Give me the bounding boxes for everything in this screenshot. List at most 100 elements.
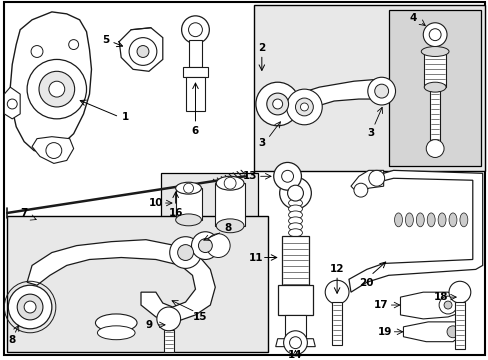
Text: 12: 12	[329, 264, 344, 274]
Polygon shape	[182, 67, 208, 77]
Polygon shape	[400, 292, 462, 319]
Bar	[253, 5, 484, 171]
Ellipse shape	[437, 213, 445, 227]
Ellipse shape	[175, 182, 201, 194]
Ellipse shape	[288, 205, 302, 213]
Circle shape	[69, 40, 79, 50]
Circle shape	[325, 280, 348, 304]
Circle shape	[177, 245, 193, 261]
Text: 8: 8	[224, 223, 231, 233]
Ellipse shape	[405, 213, 412, 227]
Circle shape	[446, 326, 458, 338]
Text: 19: 19	[377, 327, 391, 337]
Ellipse shape	[95, 314, 137, 332]
Circle shape	[289, 337, 301, 348]
Polygon shape	[297, 79, 383, 117]
Bar	[429, 91, 439, 147]
Ellipse shape	[288, 199, 302, 207]
Text: 5: 5	[102, 35, 109, 45]
Circle shape	[273, 162, 301, 190]
Ellipse shape	[415, 213, 424, 227]
Ellipse shape	[97, 326, 135, 340]
Text: 6: 6	[191, 126, 199, 136]
Ellipse shape	[424, 82, 445, 92]
Ellipse shape	[288, 223, 302, 231]
Text: 14: 14	[287, 350, 302, 360]
Polygon shape	[185, 77, 205, 111]
Text: 1: 1	[122, 112, 128, 122]
Text: 4: 4	[409, 13, 416, 23]
Ellipse shape	[459, 213, 467, 227]
Circle shape	[181, 16, 209, 44]
Circle shape	[426, 140, 443, 157]
Text: 11: 11	[248, 252, 263, 262]
Bar	[161, 173, 257, 243]
Polygon shape	[403, 322, 459, 342]
Text: 3: 3	[366, 128, 374, 138]
Bar	[277, 285, 313, 315]
Text: 9: 9	[145, 320, 152, 330]
Circle shape	[266, 93, 288, 115]
Bar	[424, 54, 445, 87]
Ellipse shape	[288, 229, 302, 237]
Circle shape	[368, 170, 384, 186]
Bar	[284, 315, 306, 339]
Circle shape	[286, 89, 322, 125]
Polygon shape	[350, 170, 383, 194]
Polygon shape	[119, 28, 163, 71]
Circle shape	[129, 38, 157, 66]
Ellipse shape	[288, 211, 302, 219]
Bar	[331, 302, 341, 345]
Ellipse shape	[288, 217, 302, 225]
Circle shape	[295, 98, 313, 116]
Text: 10: 10	[148, 198, 163, 208]
Text: 20: 20	[359, 278, 373, 288]
Circle shape	[17, 294, 43, 320]
Polygon shape	[32, 137, 74, 163]
Circle shape	[279, 177, 311, 209]
Circle shape	[39, 71, 75, 107]
Text: 8: 8	[9, 335, 16, 345]
Circle shape	[183, 183, 193, 193]
Circle shape	[438, 296, 456, 314]
Bar	[175, 188, 202, 220]
Circle shape	[374, 84, 388, 98]
Circle shape	[206, 234, 230, 257]
Circle shape	[281, 170, 293, 182]
Text: 15: 15	[193, 312, 207, 322]
Circle shape	[224, 177, 236, 189]
Bar	[7, 216, 267, 352]
Circle shape	[255, 82, 299, 126]
Circle shape	[443, 301, 451, 309]
Ellipse shape	[421, 46, 448, 57]
Circle shape	[8, 285, 52, 329]
Circle shape	[272, 99, 282, 109]
Circle shape	[287, 185, 303, 201]
Text: 13: 13	[242, 171, 257, 181]
Bar	[388, 10, 480, 166]
Circle shape	[137, 46, 149, 58]
Circle shape	[300, 103, 308, 111]
Ellipse shape	[216, 176, 244, 190]
Circle shape	[157, 307, 180, 331]
Polygon shape	[348, 170, 482, 292]
Circle shape	[448, 281, 470, 303]
Circle shape	[31, 46, 43, 58]
Circle shape	[169, 237, 201, 269]
Circle shape	[188, 23, 202, 37]
Polygon shape	[275, 339, 315, 347]
Circle shape	[46, 143, 61, 158]
Bar	[215, 183, 244, 226]
Ellipse shape	[216, 219, 244, 233]
Text: 18: 18	[433, 292, 447, 302]
Text: 3: 3	[258, 138, 265, 148]
Polygon shape	[27, 240, 215, 322]
Bar	[281, 236, 309, 285]
Ellipse shape	[427, 213, 434, 227]
Text: 7: 7	[20, 208, 28, 218]
Ellipse shape	[175, 214, 201, 226]
Circle shape	[367, 77, 395, 105]
Circle shape	[49, 81, 64, 97]
Text: 2: 2	[258, 42, 265, 53]
Circle shape	[24, 301, 36, 313]
